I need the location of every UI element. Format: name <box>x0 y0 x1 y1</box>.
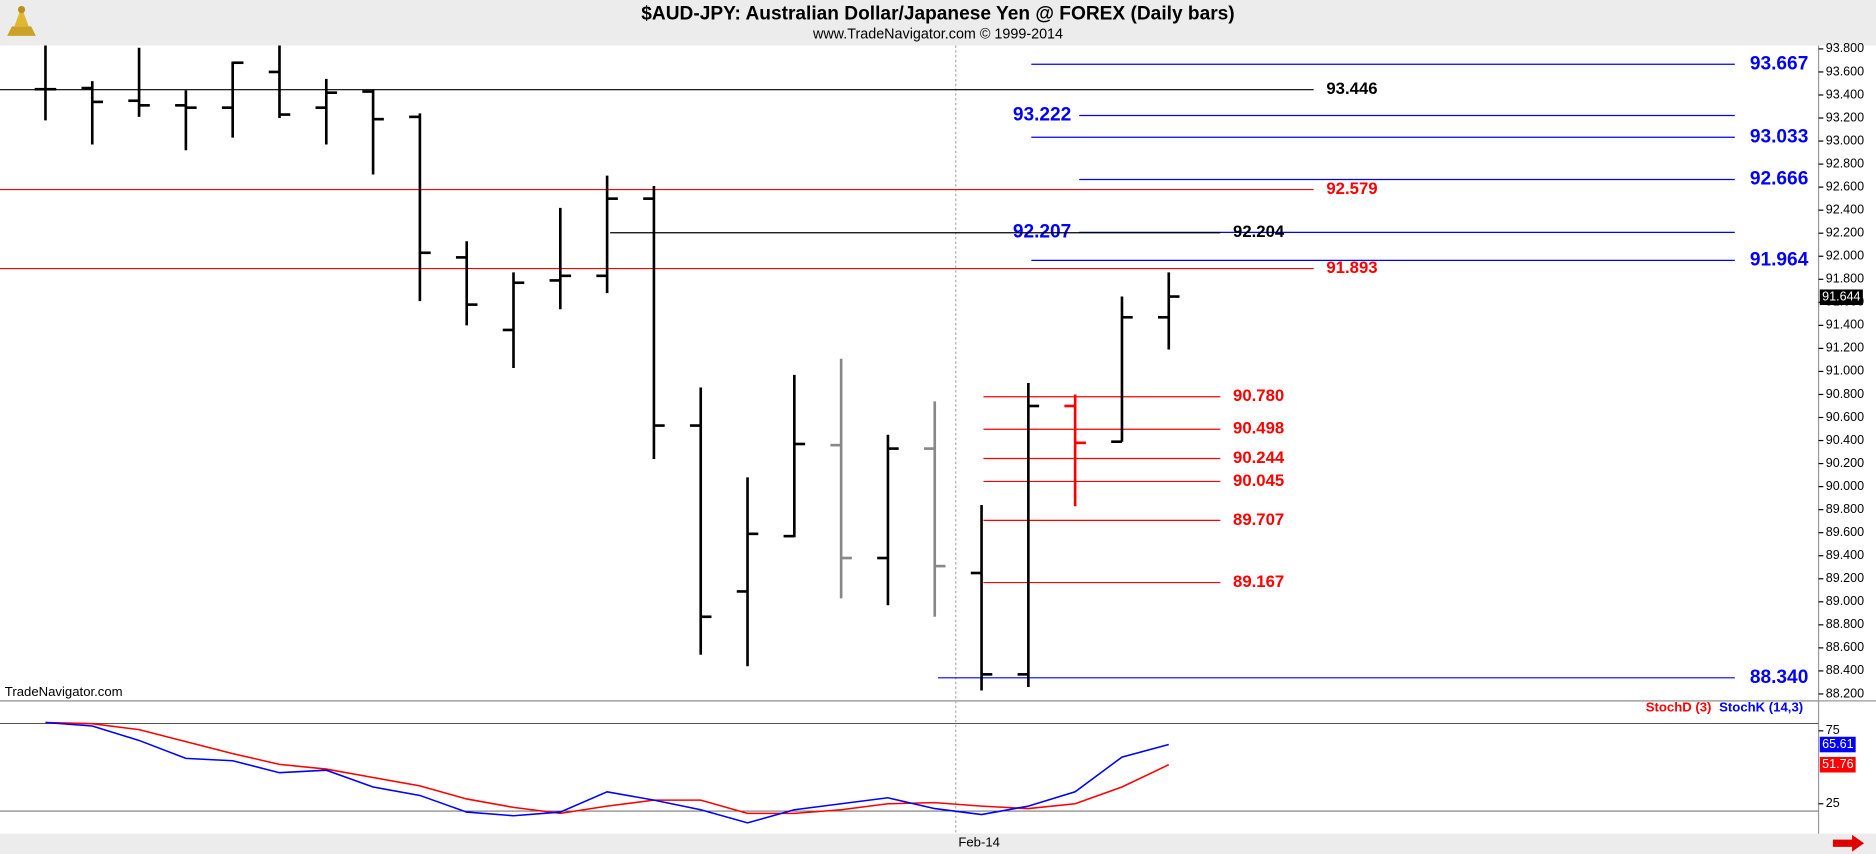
y-tick-label: 89.800 <box>1826 502 1864 516</box>
chart-subtitle: www.TradeNavigator.com © 1999-2014 <box>812 26 1063 42</box>
stoch-line <box>45 721 1170 815</box>
y-tick-label: 88.800 <box>1826 617 1864 631</box>
level-label: 93.446 <box>1326 79 1377 98</box>
level-label: 89.167 <box>1233 572 1284 591</box>
level-label: 93.222 <box>1013 105 1072 126</box>
stoch-line <box>45 721 1169 824</box>
y-tick-label: 89.000 <box>1826 594 1864 608</box>
y-tick-label: 93.000 <box>1826 133 1864 147</box>
y-tick-label: 90.200 <box>1826 456 1864 470</box>
stoch-panel <box>0 702 1819 834</box>
level-label: 89.707 <box>1233 510 1284 529</box>
scroll-arrow[interactable] <box>1832 834 1865 852</box>
y-tick-label: 91.200 <box>1826 341 1864 355</box>
y-tick-label: 90.400 <box>1826 433 1864 447</box>
level-label: 90.045 <box>1233 471 1284 490</box>
legend-entry: StochK (14,3) <box>1719 700 1803 715</box>
level-label: 92.207 <box>1013 221 1072 242</box>
last-price-label: 91.644 <box>1822 290 1860 304</box>
y-tick-label: 92.200 <box>1826 226 1864 240</box>
level-label: 90.244 <box>1233 448 1285 467</box>
last-value-box <box>1819 756 1856 773</box>
level-label: 90.780 <box>1233 386 1284 405</box>
y-tick-label: 92.800 <box>1826 156 1864 170</box>
price-panel <box>0 45 1819 700</box>
y-tick-label: 93.800 <box>1826 41 1864 55</box>
y-tick-label: 92.400 <box>1826 202 1864 216</box>
last-value-label: 51.76 <box>1822 757 1853 771</box>
y-tick-label: 93.400 <box>1826 87 1864 101</box>
y-tick-label: 89.600 <box>1826 525 1864 539</box>
y-tick-label: 91.400 <box>1826 318 1864 332</box>
y-tick-label: 90.000 <box>1826 479 1864 493</box>
watermark: TradeNavigator.com <box>5 684 123 699</box>
y-tick-label: 90.800 <box>1826 387 1864 401</box>
chart-title: $AUD-JPY: Australian Dollar/Japanese Yen… <box>641 3 1234 24</box>
x-tick-label: Feb-14 <box>958 835 1000 850</box>
level-label: 90.498 <box>1233 419 1284 438</box>
y-tick-label: 91.800 <box>1826 272 1864 286</box>
y-tick-label: 90.600 <box>1826 410 1864 424</box>
y-tick-label: 93.200 <box>1826 110 1864 124</box>
level-label: 93.033 <box>1750 126 1809 147</box>
last-value-label: 65.61 <box>1822 737 1853 751</box>
legend-entry: StochD (3) <box>1646 700 1712 715</box>
y-tick-label: 88.600 <box>1826 640 1864 654</box>
y-tick-label: 89.200 <box>1826 571 1864 585</box>
axis-panel <box>1818 45 1876 834</box>
y-tick-label: 88.200 <box>1826 686 1864 700</box>
level-label: 88.340 <box>1750 667 1809 688</box>
level-label: 91.964 <box>1750 249 1809 270</box>
level-label: 92.204 <box>1233 222 1285 241</box>
y-tick-label: 93.600 <box>1826 64 1864 78</box>
y-tick-label: 92.000 <box>1826 249 1864 263</box>
level-label: 93.667 <box>1750 53 1809 74</box>
logo <box>7 5 36 36</box>
y-tick-label: 89.400 <box>1826 548 1864 562</box>
level-label: 92.666 <box>1750 169 1809 190</box>
last-value-box <box>1819 736 1856 753</box>
last-price-box <box>1819 289 1863 306</box>
y-tick-label: 75 <box>1826 723 1840 737</box>
level-label: 91.893 <box>1326 258 1377 277</box>
y-tick-label: 25 <box>1826 796 1840 810</box>
y-tick-label: 88.400 <box>1826 663 1864 677</box>
level-label: 92.579 <box>1326 179 1377 198</box>
y-tick-label: 91.000 <box>1826 364 1864 378</box>
y-tick-label: 92.600 <box>1826 179 1864 193</box>
